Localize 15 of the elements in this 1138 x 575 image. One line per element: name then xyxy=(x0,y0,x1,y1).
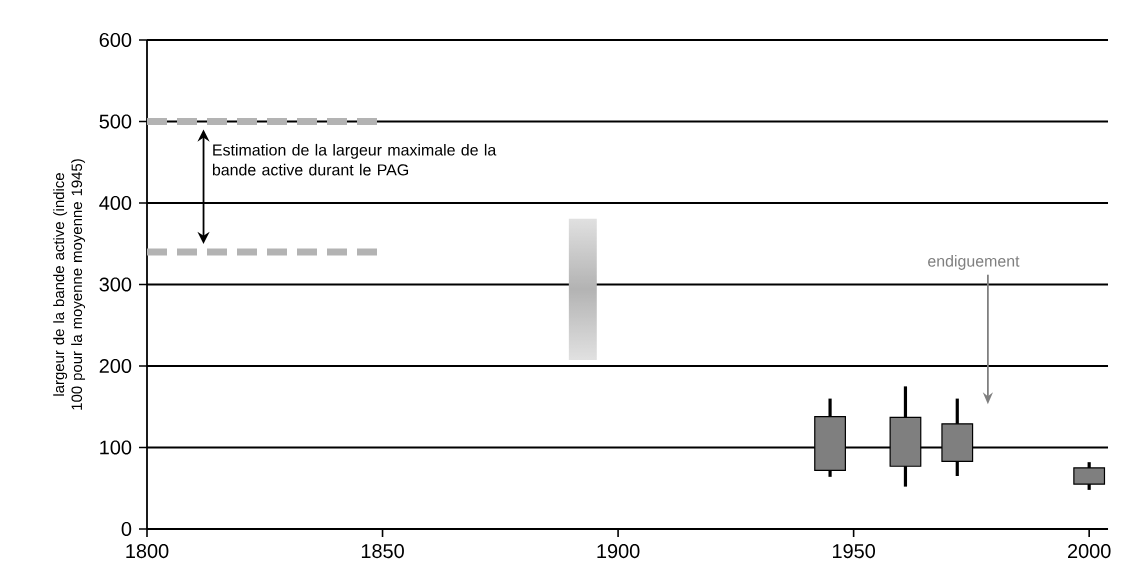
y-tick-label: 0 xyxy=(121,521,132,537)
y-tick-label: 200 xyxy=(99,358,132,374)
x-tick-label: 2000 xyxy=(1068,544,1111,559)
y-tick-label: 400 xyxy=(99,195,132,211)
y-tick-label: 300 xyxy=(99,277,132,292)
x-tick-label: 1950 xyxy=(833,544,876,559)
y-tick-label: 500 xyxy=(99,114,132,129)
annotation: Estimation de la largeur maximale de la bande active durant le PAG xyxy=(212,143,497,176)
y-tick-label: 100 xyxy=(100,440,132,455)
x-tick-label: 1800 xyxy=(126,544,169,559)
y-tick-label: 600 xyxy=(99,32,132,48)
x-tick-label: 1850 xyxy=(361,544,404,559)
x-tick-label: 1900 xyxy=(597,544,640,559)
y-axis-title: largeur de la bande active (indice 100 pour la moyenne moyenne 1945) xyxy=(53,159,86,410)
annotation: endiguement xyxy=(928,255,1020,270)
